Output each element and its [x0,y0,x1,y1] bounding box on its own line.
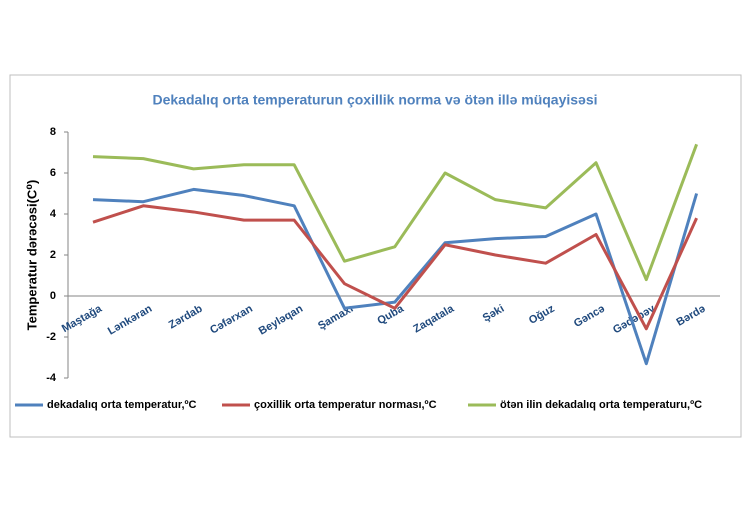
y-tick-label: 8 [50,126,56,138]
y-tick-label: 2 [50,249,56,261]
y-tick-label: -2 [46,331,56,343]
chart-title: Dekadalıq orta temperaturun çoxillik nor… [152,92,597,108]
legend-label: çoxillik orta temperatur norması,ºC [254,399,437,411]
y-axis-label: Temperatur dərəcəsi(C⁰) [24,180,39,331]
y-tick-label: 4 [50,208,57,220]
y-tick-label: 0 [50,290,56,302]
y-tick-label: -4 [46,372,57,384]
series-line [92,143,699,282]
series-line [92,204,698,331]
legend-label: ötən ilin dekadalıq orta temperaturu,ºC [500,399,702,411]
legend-label: dekadalıq orta temperatur,ºC [47,399,197,411]
y-tick-label: 6 [50,167,56,179]
series-line [92,187,699,366]
chart-border [9,74,742,438]
